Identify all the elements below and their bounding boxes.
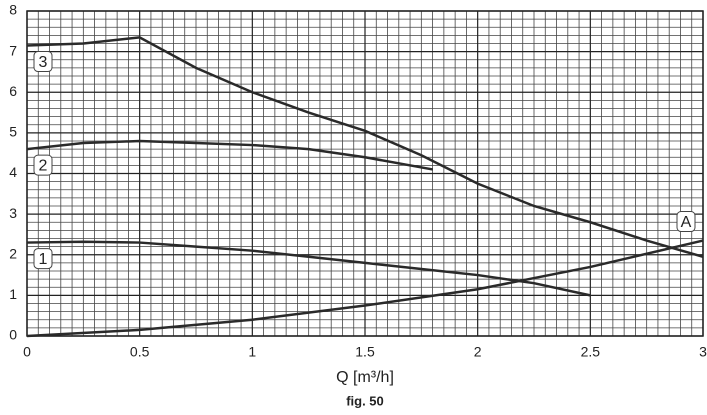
x-tick-label: 2 — [474, 344, 482, 360]
y-tick-label: 8 — [9, 2, 17, 18]
x-axis-label: Q [m³/h] — [336, 369, 394, 386]
legend-box — [33, 51, 53, 73]
y-tick-label: 1 — [9, 286, 17, 302]
x-tick-label: 1 — [248, 344, 256, 360]
y-tick-label: 0 — [9, 327, 17, 343]
curve — [26, 36, 704, 258]
x-tick-label: 0.5 — [130, 344, 150, 360]
legend-box — [33, 154, 53, 176]
x-tick-label: 0 — [23, 344, 31, 360]
x-tick-label: 3 — [699, 344, 707, 360]
y-tick-label: 3 — [9, 205, 17, 221]
curve — [26, 240, 591, 297]
y-tick-label: 6 — [9, 83, 17, 99]
legend-box — [33, 248, 53, 270]
legend-label: 1 — [39, 251, 48, 268]
legend-label: A — [681, 214, 692, 231]
legend-label: 3 — [39, 54, 48, 71]
legend-label: 2 — [39, 157, 48, 174]
y-tick-label: 7 — [9, 42, 17, 58]
legend-box — [676, 211, 696, 233]
caption: fig. 50 — [346, 393, 384, 408]
y-tick-label: 4 — [9, 164, 17, 180]
y-tick-label: 2 — [9, 245, 17, 261]
x-tick-label: 1.5 — [355, 344, 375, 360]
plot-frame — [26, 10, 704, 337]
curve — [26, 139, 433, 171]
y-tick-label: 5 — [9, 124, 17, 140]
curve — [26, 239, 704, 338]
x-tick-label: 2.5 — [581, 344, 601, 360]
